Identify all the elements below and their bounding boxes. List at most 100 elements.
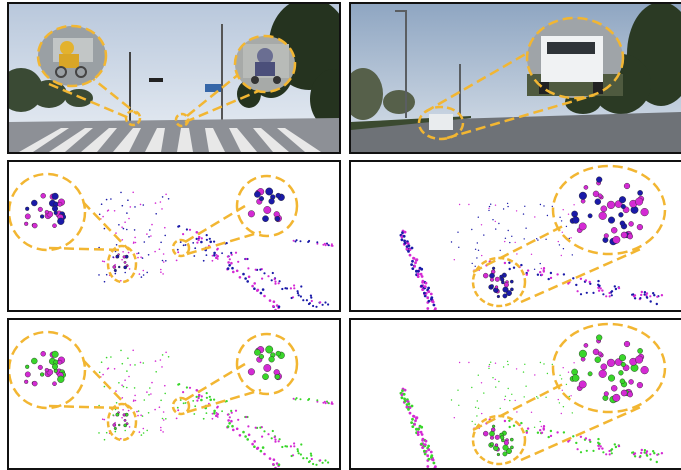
point-marker (587, 371, 593, 377)
point-marker (421, 446, 424, 449)
point-marker (458, 203, 461, 206)
point-marker (557, 398, 559, 401)
point-marker (643, 291, 647, 294)
point-marker (562, 273, 566, 276)
point-marker (177, 409, 180, 412)
point-marker (522, 213, 525, 215)
point-marker (321, 303, 324, 306)
point-marker (508, 419, 511, 422)
point-marker (633, 455, 637, 458)
crosswalk (19, 128, 321, 152)
point-marker (238, 276, 242, 279)
point-marker (410, 246, 414, 250)
point-marker (637, 190, 643, 196)
point-marker (516, 411, 518, 413)
point-marker (421, 288, 424, 291)
point-marker (506, 448, 512, 455)
point-marker (597, 193, 603, 199)
point-marker (603, 233, 609, 239)
point-marker (122, 255, 126, 259)
point-marker (506, 290, 512, 297)
point-marker (228, 422, 231, 425)
point-marker (502, 444, 509, 451)
point-marker (570, 237, 572, 239)
point-marker (31, 357, 38, 365)
point-marker (608, 374, 616, 382)
point-marker (424, 281, 428, 285)
point-marker (508, 425, 511, 429)
point-marker (98, 246, 100, 249)
point-marker (480, 382, 483, 384)
point-marker (188, 228, 192, 231)
point-marker (230, 411, 233, 414)
point-marker (596, 176, 603, 183)
point-marker (52, 223, 57, 229)
point-marker (247, 425, 250, 428)
point-marker (312, 462, 315, 466)
point-marker (143, 241, 146, 243)
point-marker (322, 401, 325, 404)
point-marker (273, 278, 276, 281)
point-marker (277, 440, 280, 443)
point-marker (430, 297, 433, 301)
point-marker (433, 466, 437, 468)
point-marker (112, 265, 117, 269)
point-marker (559, 374, 561, 376)
point-marker (568, 237, 570, 240)
point-marker (423, 291, 426, 295)
zoom-callout (9, 172, 138, 284)
point-marker (426, 454, 430, 458)
point-marker (127, 357, 129, 359)
point-marker (161, 208, 163, 210)
point-marker (496, 294, 500, 299)
point-marker (481, 254, 483, 257)
point-marker (635, 355, 644, 364)
point-marker (113, 268, 117, 272)
point-marker (416, 430, 420, 434)
point-marker (275, 192, 281, 199)
point-marker (182, 391, 185, 394)
point-marker (278, 280, 281, 283)
point-marker (197, 235, 201, 239)
point-marker (57, 217, 65, 225)
point-marker (649, 300, 652, 303)
point-marker (474, 248, 477, 250)
point-marker (176, 406, 179, 409)
point-marker (403, 230, 407, 234)
point-marker (24, 213, 31, 220)
point-marker (571, 374, 580, 382)
point-marker (256, 447, 259, 450)
point-marker (161, 259, 164, 262)
point-marker (572, 435, 575, 438)
point-marker (179, 399, 182, 401)
point-marker (492, 424, 496, 428)
point-marker (150, 393, 152, 395)
zoom-callout (471, 164, 667, 308)
point-marker (494, 378, 496, 381)
point-marker (608, 216, 616, 224)
point-marker (215, 253, 218, 256)
point-marker (127, 251, 130, 254)
point-marker (112, 423, 117, 427)
point-marker (488, 205, 491, 208)
point-marker (640, 365, 649, 375)
point-marker (516, 253, 518, 255)
point-marker (140, 256, 142, 258)
point-marker (597, 286, 600, 289)
point-marker (278, 438, 281, 441)
point-marker (259, 291, 263, 295)
point-marker (258, 354, 264, 360)
point-marker (530, 411, 533, 413)
point-marker (242, 430, 245, 434)
point-marker (585, 449, 588, 452)
point-marker (488, 363, 491, 366)
point-marker (32, 380, 38, 387)
point-marker (114, 430, 117, 433)
point-marker (200, 240, 203, 244)
point-marker (432, 461, 436, 465)
point-marker (584, 437, 588, 440)
point-marker (175, 417, 178, 420)
point-marker (120, 349, 122, 352)
point-marker (407, 402, 411, 406)
point-marker (211, 254, 214, 257)
